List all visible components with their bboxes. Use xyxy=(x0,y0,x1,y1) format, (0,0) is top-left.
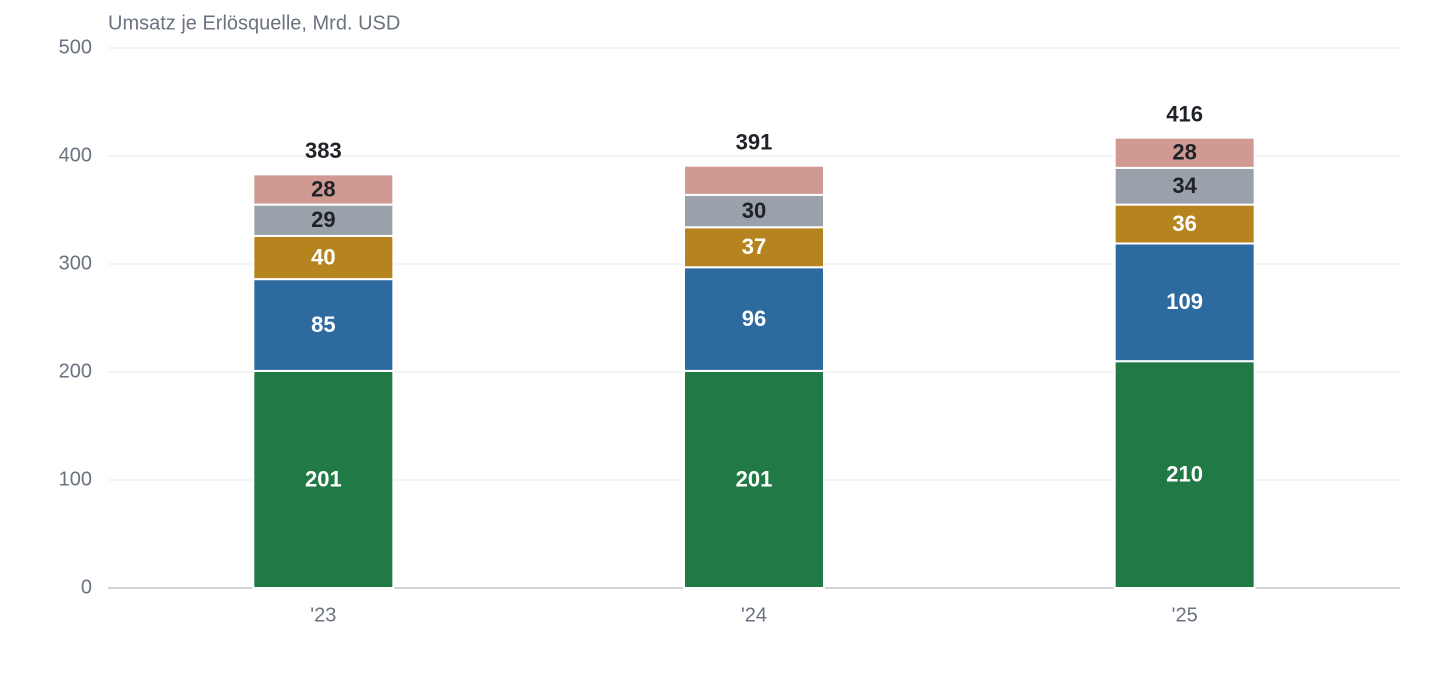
bar-segment xyxy=(683,266,825,372)
y-tick-label: 100 xyxy=(59,468,92,490)
data-label: 37 xyxy=(742,234,766,259)
data-label: 29 xyxy=(311,207,335,232)
bar-segment xyxy=(683,226,825,269)
y-tick-label: 200 xyxy=(59,360,92,382)
data-label: 36 xyxy=(1172,211,1196,236)
data-label: 201 xyxy=(305,466,342,491)
data-label: 40 xyxy=(311,244,335,269)
data-label: 30 xyxy=(742,198,766,223)
x-tick-label: '25 xyxy=(1172,604,1198,626)
bar-segment xyxy=(683,369,825,590)
data-label: 201 xyxy=(736,466,773,491)
bar-segment xyxy=(252,369,395,590)
bar-segment xyxy=(1113,166,1256,206)
bar-segment xyxy=(1113,360,1256,590)
bar-segment xyxy=(252,234,395,281)
x-tick-label: '24 xyxy=(741,604,767,626)
data-label: 109 xyxy=(1166,289,1203,314)
bar-segment xyxy=(252,173,395,206)
x-tick-label: '23 xyxy=(310,604,336,626)
data-label: 28 xyxy=(1172,140,1196,165)
bar-segment xyxy=(1113,242,1256,363)
total-label: 416 xyxy=(1166,101,1203,126)
total-label: 391 xyxy=(736,130,773,155)
chart-title: Umsatz je Erlösquelle, Mrd. USD xyxy=(108,12,400,34)
y-tick-label: 300 xyxy=(59,252,92,274)
total-label: 383 xyxy=(305,138,342,163)
data-label: 85 xyxy=(311,312,335,337)
y-tick-label: 400 xyxy=(59,144,92,166)
data-label: 34 xyxy=(1172,173,1197,198)
bar-segment xyxy=(683,164,825,196)
bar-segment xyxy=(252,278,395,372)
data-label: 96 xyxy=(742,306,766,331)
data-label: 28 xyxy=(311,176,335,201)
y-tick-label: 0 xyxy=(81,576,92,598)
bar-segment xyxy=(1113,136,1256,169)
y-tick-label: 500 xyxy=(59,36,92,58)
data-label: 210 xyxy=(1166,461,1203,486)
